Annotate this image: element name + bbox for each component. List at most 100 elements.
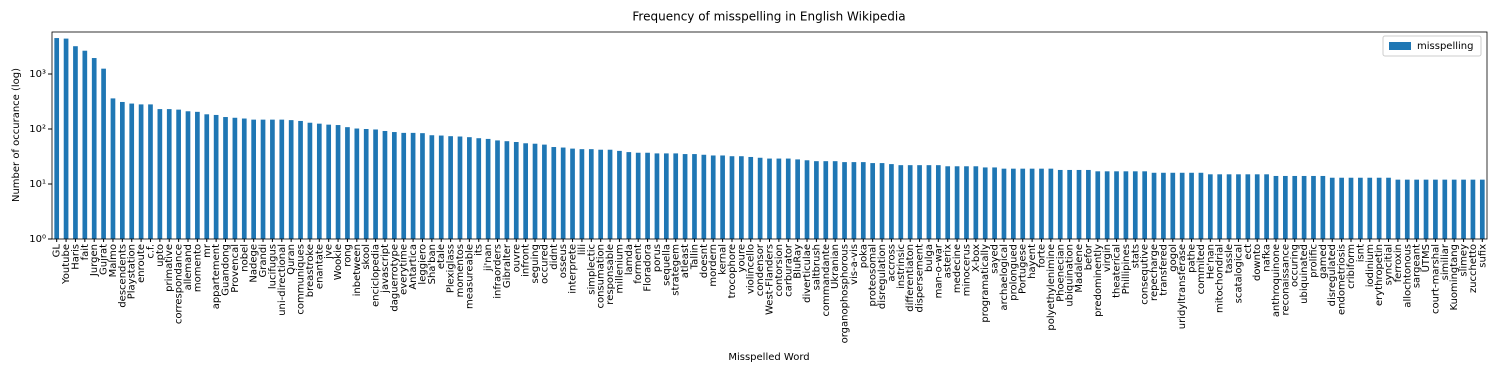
bar — [335, 125, 341, 239]
bar — [598, 149, 604, 239]
x-tick-label: organophosphorous — [840, 244, 851, 343]
x-tick-label: occuring — [1290, 244, 1301, 287]
bar — [1311, 175, 1316, 239]
bar — [1207, 174, 1213, 239]
x-tick-label: slimey — [1459, 244, 1470, 277]
x-tick-label: atleast — [680, 244, 691, 278]
x-tick-label: Haris — [70, 244, 81, 270]
bar — [1423, 179, 1429, 239]
x-tick-label: X-box — [971, 244, 982, 272]
bar — [1451, 179, 1457, 239]
bar — [73, 46, 78, 239]
x-tick-label: court-marshal — [1430, 244, 1441, 314]
x-tick-label: Sha'ban — [427, 244, 438, 284]
bar — [1076, 169, 1082, 239]
bar — [832, 161, 838, 239]
bar — [1029, 168, 1035, 239]
x-tick-label: javascript — [380, 244, 391, 294]
x-tick-label: lili — [577, 244, 588, 255]
x-tick-label: millenium — [614, 244, 625, 293]
x-tick-label: ubiquination — [1065, 244, 1076, 307]
x-tick-label: syncitial — [1384, 244, 1395, 285]
bar — [410, 132, 416, 239]
x-tick-label: endometriosis — [1337, 244, 1348, 315]
x-tick-label: forment — [633, 244, 644, 284]
bar — [926, 165, 932, 239]
x-tick-label: enroute — [136, 244, 147, 283]
bar — [1001, 168, 1007, 239]
bar — [363, 128, 369, 239]
x-tick-label: youre — [736, 244, 747, 272]
x-tick-label: responsable — [605, 244, 616, 305]
x-tick-label: Madalene — [1074, 244, 1085, 293]
bar — [851, 162, 857, 239]
bar — [345, 127, 350, 239]
x-tick-label: zucchetto — [1468, 244, 1479, 293]
x-tick-label: Youtube — [61, 244, 72, 285]
bar — [654, 153, 660, 239]
bar — [1348, 177, 1354, 239]
x-tick-label: occured — [539, 244, 550, 284]
x-tick-label: violincello — [746, 244, 757, 294]
x-tick-label: diverticulae — [802, 244, 813, 303]
bar — [739, 156, 744, 239]
bar — [391, 132, 397, 239]
bar — [1339, 177, 1344, 239]
bar — [457, 136, 463, 239]
bar — [767, 158, 772, 239]
bar — [823, 161, 829, 239]
bar — [54, 38, 60, 239]
bar — [288, 120, 294, 239]
x-tick-label: dispersement — [915, 244, 926, 313]
y-tick-label: 10⁰ — [29, 234, 46, 245]
x-tick-label: Jurgen — [89, 244, 100, 277]
bar — [1086, 169, 1091, 239]
x-tick-label: Provencal — [230, 244, 241, 293]
bar — [785, 158, 791, 239]
y-tick-label: 10² — [29, 124, 46, 135]
x-tick-label: pathe — [1187, 244, 1198, 273]
x-tick-label: etale — [436, 244, 447, 269]
bar — [138, 104, 144, 239]
x-tick-label: seguing — [530, 244, 541, 284]
x-tick-label: sayed — [990, 244, 1001, 274]
x-tick-label: ouvre — [511, 244, 522, 272]
bar — [1376, 177, 1382, 239]
bar — [1132, 171, 1138, 239]
bar — [1283, 175, 1288, 239]
bar — [757, 157, 763, 239]
bar — [720, 155, 725, 239]
bar — [382, 130, 388, 239]
x-tick-label: upto — [155, 244, 166, 267]
bar — [1404, 179, 1410, 239]
x-tick-label: doesnt — [699, 244, 710, 278]
x-tick-label: archaelogical — [999, 244, 1010, 311]
x-tick-label: daguerrotype — [389, 244, 400, 312]
bar — [682, 154, 688, 239]
x-tick-label: saltbrush — [811, 244, 822, 290]
x-tick-label: disregulated — [1327, 244, 1338, 306]
x-tick-label: measureable — [464, 244, 475, 309]
bar — [129, 103, 135, 239]
x-tick-label: primative — [164, 244, 175, 292]
x-tick-label: enantate — [314, 244, 325, 289]
x-tick-label: lamda — [624, 244, 635, 275]
x-tick-label: condensor — [755, 243, 766, 296]
x-tick-label: Quran — [286, 244, 297, 275]
x-tick-label: similiar — [1440, 243, 1451, 280]
x-tick-label: fait — [80, 244, 91, 260]
x-tick-label: medecine — [952, 244, 963, 293]
x-tick-label: sufix — [1477, 244, 1488, 268]
x-tick-label: consumation — [596, 244, 607, 309]
bar — [476, 138, 482, 239]
x-tick-label: gogol — [1168, 244, 1179, 272]
bar — [354, 128, 360, 239]
x-tick-label: Playstation — [127, 244, 138, 299]
bar — [401, 132, 407, 239]
bar — [551, 147, 557, 239]
x-tick-label: c.f. — [145, 244, 156, 259]
x-tick-label: repecharge — [1149, 244, 1160, 301]
bar — [373, 129, 378, 239]
bar — [748, 156, 754, 239]
bar — [729, 156, 735, 239]
